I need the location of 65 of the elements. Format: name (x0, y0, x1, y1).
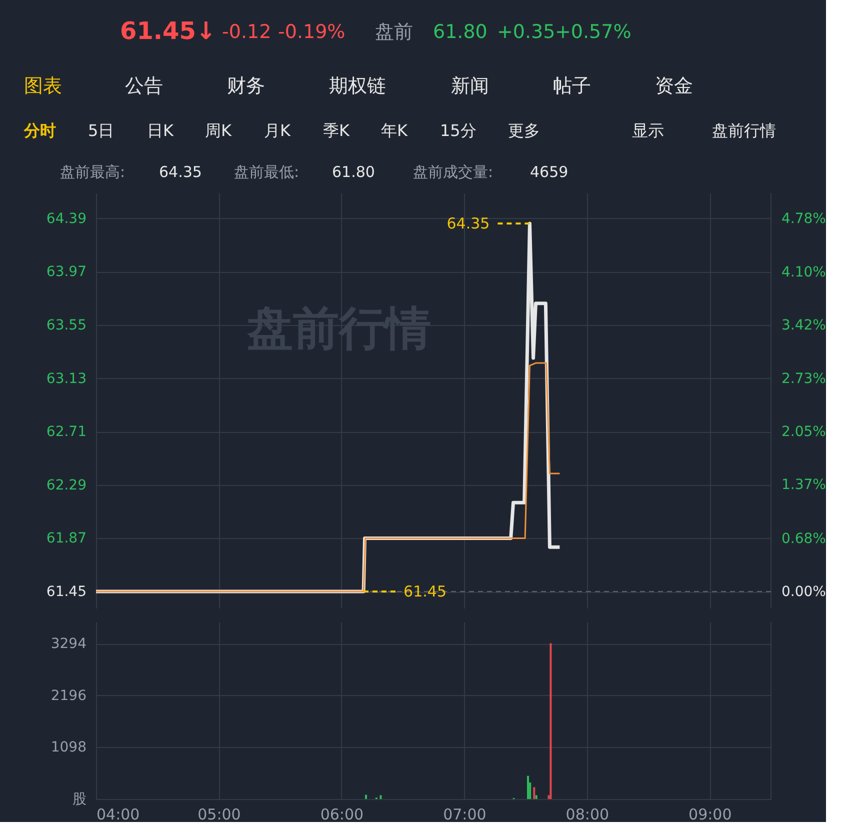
text: -0.19% (278, 21, 346, 43)
text: 年K (381, 121, 408, 140)
text: 新闻 (451, 75, 489, 97)
x-tick-label: 05:00 (198, 806, 241, 824)
text: 月K (264, 121, 291, 140)
x-tick-label: 09:00 (688, 806, 732, 824)
bar (533, 787, 536, 799)
text: 财务 (227, 75, 265, 97)
text: 显示 (632, 121, 664, 140)
text: +0.57% (555, 21, 632, 43)
y2-tick-label: 4.78% (782, 211, 826, 228)
text: 盘前 (375, 21, 413, 43)
y2-tick-label: 2.05% (782, 424, 826, 440)
text: 盘前成交量: (413, 163, 494, 181)
text: 公告 (125, 75, 163, 97)
y-tick-label: 2196 (50, 688, 87, 704)
y-tick-label: 62.29 (46, 477, 86, 494)
y-tick-label: 63.55 (46, 317, 86, 334)
text: 分时 (23, 121, 56, 140)
text: 更多 (508, 121, 540, 140)
text: 61.80 (332, 163, 375, 181)
y2-tick-label: 0.68% (782, 531, 826, 548)
y2-tick-label: 2.73% (782, 371, 826, 388)
text: 日K (147, 121, 174, 140)
x-tick-label: 06:00 (320, 806, 364, 824)
y-tick-label: 63.97 (46, 264, 86, 280)
y-tick-label: 61.87 (46, 530, 86, 547)
y2-tick-label: 0.00% (782, 584, 826, 600)
text: 盘前行情 (712, 121, 776, 140)
text: 61.45↓ (120, 17, 216, 45)
x-tick-label: 04:00 (96, 806, 140, 824)
bar (380, 795, 382, 799)
text: -0.12 (222, 21, 272, 43)
text: 周K (205, 121, 232, 140)
text: 期权链 (329, 75, 386, 97)
text: 盘前最高: (60, 163, 126, 181)
text: 资金 (655, 75, 693, 97)
text: 64.35 (159, 163, 202, 181)
y-tick-label: 64.39 (46, 210, 86, 227)
y2-tick-label: 3.42% (782, 317, 826, 334)
bar (365, 794, 367, 799)
y-tick-label: 3294 (50, 636, 87, 652)
y2-tick-label: 1.37% (782, 477, 826, 494)
y-tick-label: 1098 (50, 740, 86, 756)
text: 15分 (440, 121, 476, 140)
x-tick-label: 08:00 (566, 806, 610, 824)
text: 5日 (88, 121, 114, 140)
text: 图表 (24, 75, 62, 97)
y2-tick-label: 4.10% (782, 264, 826, 280)
y-tick-label: 61.45 (46, 584, 86, 600)
bar (550, 643, 552, 799)
y-tick-label: 62.71 (46, 424, 86, 440)
annotation: 64.35 (446, 214, 490, 232)
y-tick-label: 63.13 (46, 370, 86, 387)
annotation: 61.45 (404, 582, 446, 600)
text: 61.80 (433, 21, 488, 43)
x-tick-label: 07:00 (443, 806, 486, 824)
bar (535, 795, 538, 799)
bar (527, 776, 529, 799)
text: 盘前最低: (234, 163, 300, 181)
text: 4659 (530, 163, 568, 181)
text: +0.35 (497, 21, 556, 43)
y-tick-label: 股 (72, 792, 86, 808)
text: 帖子 (553, 75, 591, 97)
text: 季K (323, 121, 350, 140)
